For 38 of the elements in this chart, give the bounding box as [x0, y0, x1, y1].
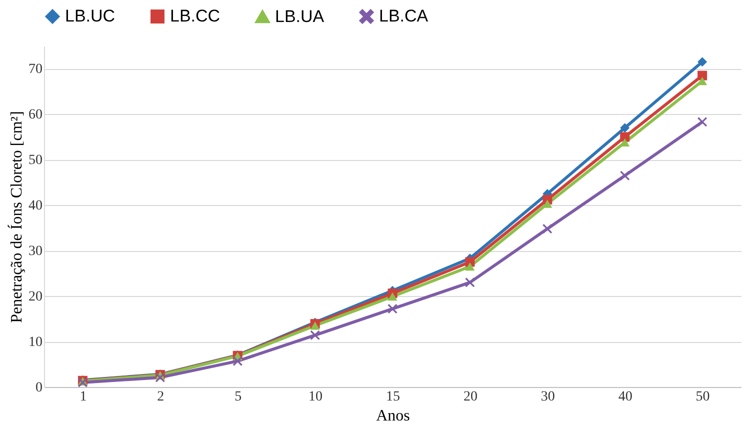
point — [698, 57, 708, 67]
point — [388, 292, 398, 301]
x-tick-label: 5 — [234, 390, 242, 404]
point — [620, 170, 630, 180]
x-axis-title: Anos — [376, 408, 410, 424]
point — [698, 117, 708, 127]
point — [465, 278, 475, 288]
legend-label: LB.CC — [170, 6, 220, 26]
point — [542, 224, 552, 234]
point — [620, 123, 630, 133]
point — [310, 330, 320, 340]
x-tick-label: 30 — [540, 390, 555, 404]
point — [698, 70, 708, 80]
point — [232, 356, 242, 366]
x-tick-label: 2 — [157, 390, 164, 404]
legend-label: LB.UC — [65, 6, 116, 26]
point — [155, 372, 165, 382]
y-tick-label: 20 — [28, 290, 42, 305]
y-tick-label: 40 — [28, 198, 42, 214]
point — [465, 262, 475, 271]
y-axis-title: Penetração de Íons Cloreto [cm²] — [8, 111, 26, 323]
x-tick-label: 1 — [80, 390, 87, 404]
point — [620, 132, 630, 142]
point — [698, 76, 708, 86]
legend-label: LB.UA — [275, 6, 325, 26]
x-tick-label: 15 — [386, 390, 400, 404]
x-tick-label: 50 — [696, 390, 710, 404]
y-tick-label: 60 — [28, 108, 42, 123]
y-tick-label: 70 — [28, 62, 42, 78]
legend-label: LB.CA — [379, 6, 429, 26]
y-tick-label: 50 — [28, 153, 42, 168]
x-tick-label: 20 — [463, 390, 478, 404]
y-tick-label: 0 — [36, 380, 42, 396]
y-tick-label: 30 — [28, 244, 42, 260]
x-tick-label: 10 — [308, 390, 323, 404]
point — [310, 322, 320, 330]
y-tick-label: 10 — [28, 335, 42, 350]
x-tick-label: 40 — [618, 390, 632, 404]
